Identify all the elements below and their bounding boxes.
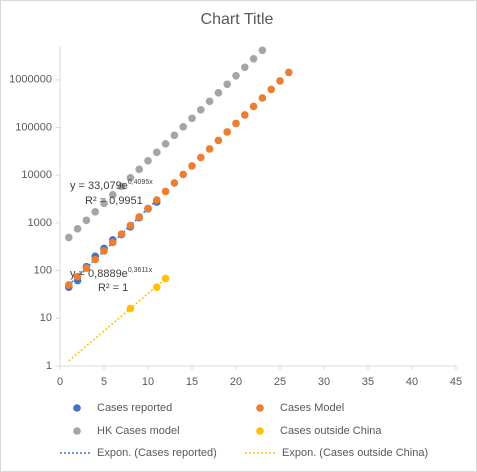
legend-label: Cases Model: [280, 402, 344, 414]
point: [179, 170, 187, 179]
point: [65, 281, 73, 289]
y-tick-label: 1: [46, 360, 52, 372]
r-squared: R² = 1: [98, 282, 128, 294]
x-tick-label: 0: [57, 376, 63, 388]
point: [249, 55, 258, 63]
point: [161, 187, 170, 196]
point: [214, 89, 223, 97]
point: [135, 165, 143, 174]
point: [276, 77, 284, 85]
point: [100, 199, 108, 208]
point: [258, 46, 267, 55]
point: [170, 179, 179, 187]
y-tick-label: 1000000: [9, 74, 52, 86]
point: [117, 182, 126, 191]
equation-base: y = 0,8889e: [70, 268, 128, 280]
point: [82, 264, 91, 272]
point: [197, 106, 205, 114]
point: [126, 174, 135, 182]
point: [188, 114, 196, 123]
y-tick-label: 10: [40, 312, 52, 324]
point: [109, 191, 117, 199]
point: [258, 94, 267, 102]
point: [161, 274, 170, 283]
point: [144, 204, 152, 213]
point: [73, 225, 82, 233]
y-tick-label: 10000: [21, 169, 52, 181]
point: [73, 272, 82, 281]
y-tick-label: 100: [34, 265, 52, 277]
x-tick-label: 30: [318, 376, 330, 388]
legend-label: Cases reported: [97, 402, 172, 414]
equation-base: y = 33,079e: [70, 180, 128, 192]
point: [223, 80, 231, 89]
x-tick-label: 25: [274, 376, 286, 388]
point: [100, 247, 108, 255]
legend-marker: [73, 404, 81, 412]
point: [179, 123, 187, 131]
legend-marker: [256, 427, 264, 435]
equation-exponent: 0,4095x: [128, 179, 153, 186]
legend-label: Cases outside China: [280, 425, 382, 437]
point: [126, 221, 135, 230]
legend-marker: [256, 404, 264, 412]
point: [232, 119, 240, 128]
equation-exponent: 0,3611x: [128, 267, 153, 274]
y-tick-label: 100000: [15, 121, 52, 133]
point: [65, 233, 73, 242]
y-tick-label: 1000: [28, 217, 52, 229]
legend-label: HK Cases model: [97, 425, 180, 437]
legend-label: Expon. (Cases reported): [97, 447, 217, 459]
point: [153, 196, 161, 204]
r-squared: R² = 0,9951: [85, 195, 143, 207]
x-tick-label: 15: [186, 376, 198, 388]
x-tick-label: 45: [450, 376, 462, 388]
x-tick-label: 20: [230, 376, 242, 388]
point: [214, 136, 223, 145]
point: [223, 128, 231, 136]
point: [161, 140, 170, 148]
point: [197, 153, 205, 162]
point: [205, 145, 214, 153]
point: [126, 304, 135, 313]
x-tick-label: 40: [406, 376, 418, 388]
point: [91, 255, 99, 264]
point: [170, 131, 179, 140]
point: [232, 72, 240, 80]
point: [117, 230, 126, 238]
point: [249, 102, 258, 111]
point: [153, 283, 161, 291]
point: [135, 213, 143, 221]
point: [267, 85, 276, 94]
legend-marker: [73, 427, 81, 435]
x-tick-label: 5: [101, 376, 107, 388]
point: [241, 111, 249, 119]
x-tick-label: 10: [142, 376, 154, 388]
point: [82, 216, 91, 225]
point: [91, 208, 99, 216]
x-tick-label: 35: [362, 376, 374, 388]
point: [285, 68, 293, 77]
chart-title: Chart Title: [201, 11, 274, 28]
trendline: [68, 278, 167, 362]
trendline-equation: y = 0,8889e0,3611x: [70, 267, 153, 280]
point: [188, 162, 196, 170]
legend-label: Expon. (Cases outside China): [282, 447, 428, 459]
point: [241, 63, 249, 72]
point: [205, 97, 214, 106]
point: [109, 238, 117, 247]
point: [153, 148, 161, 157]
trendline-equation: y = 33,079e0,4095x: [70, 179, 153, 192]
point: [144, 157, 152, 165]
